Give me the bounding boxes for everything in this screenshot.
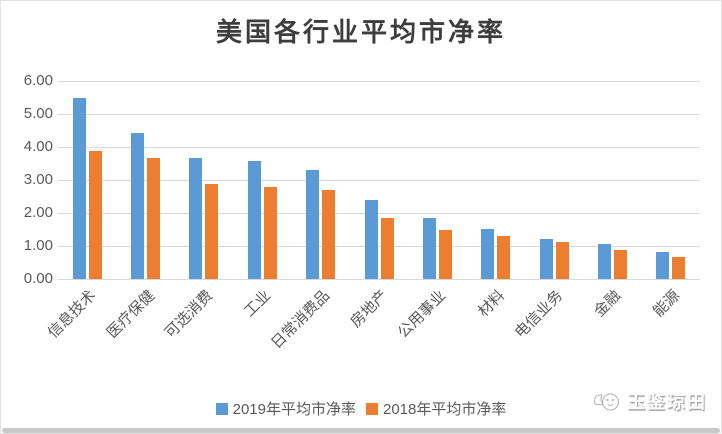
bar-信息技术-2019年平均市净率 — [72, 97, 86, 279]
x-axis-category-label: 能源 — [649, 287, 683, 321]
legend-item: 2018年平均市净率 — [366, 398, 506, 419]
bar-金融-2019年平均市净率 — [597, 243, 611, 279]
legend-label: 2019年平均市净率 — [232, 401, 356, 418]
x-axis-category-label: 信息技术 — [44, 287, 100, 342]
legend-swatch-icon — [215, 402, 228, 415]
bar-医疗保健-2018年平均市净率 — [147, 158, 161, 279]
x-axis-category-label: 电信业务 — [511, 287, 567, 342]
watermark: 玉鉴琼田 — [593, 388, 707, 414]
bar-可选消费-2018年平均市净率 — [205, 184, 219, 279]
gridline — [58, 114, 700, 115]
bar-电信业务-2018年平均市净率 — [555, 241, 569, 279]
y-axis-tick-label: 6.00 — [23, 72, 53, 89]
y-axis-tick-label: 3.00 — [23, 171, 53, 188]
bar-工业-2018年平均市净率 — [263, 186, 277, 279]
gridline — [58, 180, 700, 181]
x-axis-category-label: 房地产 — [347, 287, 392, 331]
legend-swatch-icon — [366, 402, 378, 415]
bar-材料-2019年平均市净率 — [481, 228, 495, 279]
x-axis-category-label: 日常消费品 — [267, 287, 333, 353]
y-axis-tick-label: 4.00 — [23, 138, 53, 155]
bar-信息技术-2018年平均市净率 — [88, 151, 102, 279]
bar-日常消费品-2019年平均市净率 — [306, 170, 320, 279]
x-axis-category-label: 可选消费 — [161, 287, 217, 342]
gridline — [58, 147, 700, 148]
x-axis-category-label: 医疗保健 — [103, 287, 158, 342]
y-axis-tick-label: 1.00 — [23, 237, 53, 254]
gridline — [58, 213, 700, 214]
bar-材料-2018年平均市净率 — [497, 236, 511, 279]
bar-能源-2018年平均市净率 — [672, 256, 686, 279]
bottom-border-bar — [2, 428, 720, 433]
legend: 2019年平均市净率 2018年平均市净率 — [1, 398, 721, 419]
bar-房地产-2019年平均市净率 — [364, 200, 378, 279]
bar-能源-2019年平均市净率 — [656, 251, 670, 279]
plot-area — [58, 81, 700, 280]
bar-金融-2018年平均市净率 — [613, 249, 627, 279]
bar-工业-2019年平均市净率 — [247, 161, 261, 279]
bar-公用事业-2019年平均市净率 — [422, 217, 436, 279]
legend-label: 2018年平均市净率 — [383, 401, 507, 418]
bar-日常消费品-2018年平均市净率 — [322, 189, 336, 279]
bar-医疗保健-2019年平均市净率 — [131, 132, 145, 279]
y-axis-tick-label: 2.00 — [23, 204, 53, 221]
x-axis-category-label: 公用事业 — [395, 287, 450, 342]
legend-item: 2019年平均市净率 — [215, 398, 356, 419]
bar-公用事业-2018年平均市净率 — [438, 229, 452, 279]
x-axis-category-label: 材料 — [474, 287, 508, 321]
gridline — [58, 246, 700, 247]
y-axis-tick-label: 0.00 — [23, 270, 53, 287]
gridline — [58, 81, 700, 82]
bar-电信业务-2019年平均市净率 — [539, 239, 553, 279]
y-axis-tick-label: 5.00 — [23, 105, 53, 122]
gridline — [58, 279, 700, 280]
x-axis-category-label: 工业 — [241, 287, 275, 321]
mascot-face-icon — [594, 393, 619, 411]
watermark-text: 玉鉴琼田 — [627, 392, 707, 412]
bar-可选消费-2019年平均市净率 — [189, 158, 203, 279]
chart-title: 美国各行业平均市净率 — [215, 18, 506, 47]
bar-房地产-2018年平均市净率 — [380, 217, 394, 279]
x-axis-category-label: 金融 — [591, 287, 625, 321]
